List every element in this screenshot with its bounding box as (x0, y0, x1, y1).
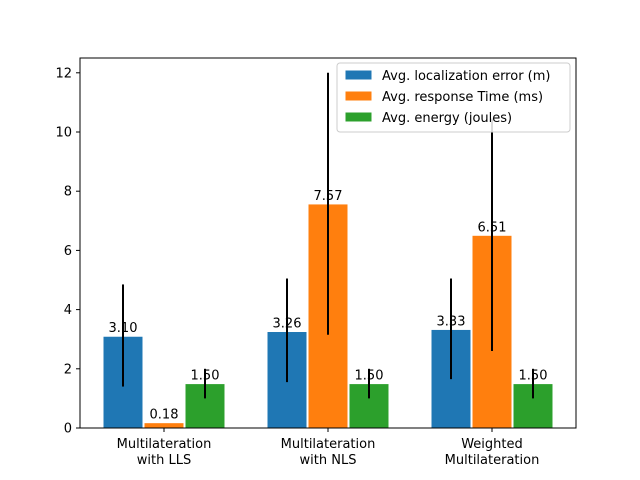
y-tick-label: 10 (55, 126, 72, 141)
bar-2-1 (143, 422, 185, 429)
bar-value-label: 0.18 (150, 408, 179, 423)
x-tick-label: with NLS (300, 453, 357, 468)
error-bars-layer (122, 72, 534, 399)
x-tick-label: with LLS (137, 453, 191, 468)
y-tick-label: 12 (55, 66, 72, 81)
x-tick-label: Multilateration (281, 437, 376, 452)
y-axis: 0 2 4 6 8 10 12 (55, 66, 80, 437)
x-tick-label: Multilateration (445, 453, 540, 468)
bar-value-label: 3.26 (273, 317, 302, 332)
y-tick-label: 2 (64, 362, 72, 377)
bar-value-label: 1.50 (519, 369, 548, 384)
legend-swatch (344, 111, 373, 123)
y-tick-label: 6 (64, 244, 72, 259)
bar-value-label: 7.57 (314, 189, 343, 204)
bar-value-labels: 3.10 3.26 3.33 0.18 7.57 6.51 1.50 1.50 1.50 (109, 189, 548, 423)
y-tick-label: 0 (64, 422, 72, 437)
bar-value-label: 1.50 (191, 369, 220, 384)
y-tick-label: 8 (64, 185, 72, 200)
x-tick-label: Weighted (461, 437, 523, 452)
bar-value-label: 3.10 (109, 321, 138, 336)
legend-label: Avg. response Time (ms) (382, 90, 543, 105)
legend-box (336, 62, 571, 133)
bar-value-label: 3.33 (437, 314, 466, 329)
bar-value-label: 6.51 (478, 220, 507, 235)
x-tick-label: Multilateration (117, 437, 212, 452)
legend-swatch (344, 90, 373, 102)
y-tick-label: 4 (64, 303, 72, 318)
legend-label: Avg. localization error (m) (382, 69, 550, 84)
bar-value-label: 1.50 (355, 369, 384, 384)
legend: Avg. localization error (m) Avg. response… (336, 62, 571, 133)
legend-swatch (344, 69, 373, 81)
legend-label: Avg. energy (joules) (382, 111, 512, 126)
